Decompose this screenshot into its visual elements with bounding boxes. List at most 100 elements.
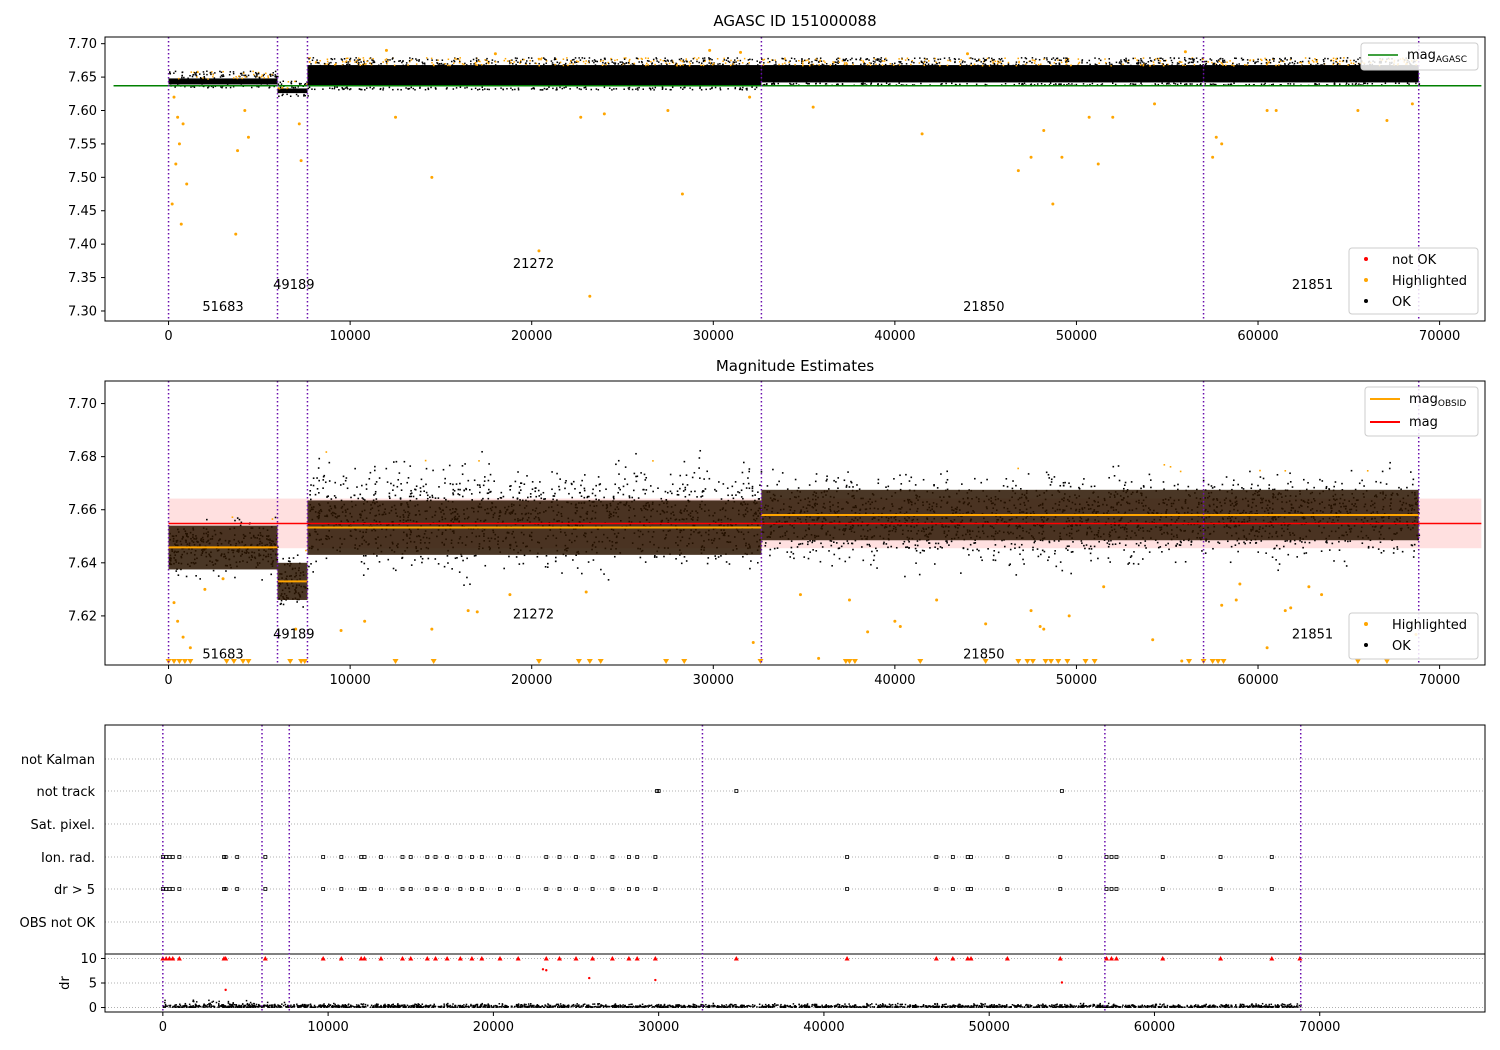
ok-point — [918, 62, 921, 64]
ok-point — [619, 61, 621, 63]
ok-point — [773, 547, 776, 550]
ok-point — [803, 556, 806, 558]
ok-point — [992, 62, 994, 64]
ok-point — [776, 547, 779, 549]
ok-point — [244, 74, 247, 77]
ok-point — [762, 59, 764, 61]
ok-point — [467, 479, 470, 482]
ok-point — [1190, 58, 1192, 60]
ok-point — [954, 58, 957, 61]
ok-point — [875, 64, 877, 67]
ok-point — [261, 74, 264, 76]
ok-point — [296, 554, 299, 556]
ok-point — [238, 75, 240, 77]
ok-point — [1063, 83, 1065, 86]
ok-point — [361, 484, 363, 487]
ok-point — [1033, 84, 1036, 86]
ok-point — [833, 61, 835, 64]
ok-point — [945, 481, 948, 484]
ok-point — [1101, 83, 1104, 85]
ok-point — [741, 62, 744, 64]
ok-point — [316, 61, 319, 64]
ok-point — [232, 71, 235, 73]
ok-point — [1143, 62, 1145, 64]
ok-point — [914, 547, 917, 550]
ok-point — [977, 64, 979, 67]
ok-point — [277, 83, 280, 85]
ok-point — [1033, 59, 1035, 62]
ok-point — [723, 59, 726, 61]
ok-point — [1218, 65, 1220, 67]
ok-point — [292, 86, 295, 89]
ok-point — [711, 63, 714, 66]
ok-point — [645, 64, 647, 67]
ok-point — [1165, 544, 1167, 547]
ok-point — [651, 87, 654, 89]
ok-point — [1144, 540, 1147, 542]
ok-point — [988, 65, 991, 67]
ok-point — [837, 547, 840, 550]
ok-point — [1294, 60, 1296, 63]
ok-point — [1137, 544, 1140, 547]
ok-point — [771, 59, 773, 61]
ok-point — [876, 549, 878, 552]
ok-point — [682, 59, 685, 61]
highlighted-point — [1265, 109, 1269, 113]
ok-point — [1191, 83, 1193, 85]
ok-point — [350, 496, 352, 499]
ok-point — [1002, 60, 1004, 62]
ok-point — [555, 58, 558, 60]
ok-point — [543, 498, 545, 500]
ok-point — [835, 58, 838, 61]
ok-point — [421, 61, 424, 64]
ok-point — [1123, 58, 1126, 61]
ok-point — [748, 468, 751, 470]
ok-point — [335, 63, 337, 65]
ok-point — [1154, 58, 1157, 60]
ok-point — [819, 59, 822, 61]
ok-point — [706, 64, 708, 66]
ok-point — [494, 61, 497, 63]
ok-point — [1046, 57, 1048, 59]
ok-point — [793, 58, 796, 60]
ok-point — [323, 474, 326, 477]
ok-point — [1048, 540, 1051, 543]
ok-point — [534, 62, 537, 65]
ok-point — [473, 555, 476, 557]
ok-point — [660, 63, 663, 65]
ok-point — [738, 88, 741, 91]
ok-point — [1140, 487, 1142, 490]
ok-point — [453, 59, 455, 62]
ok-point — [547, 562, 549, 565]
ok-point — [553, 58, 556, 61]
ok-point — [961, 483, 963, 485]
ok-point — [552, 63, 555, 66]
ok-point — [875, 59, 877, 61]
ok-point — [472, 58, 475, 61]
ok-point — [371, 88, 374, 90]
highlighted-point — [602, 112, 606, 116]
ok-point — [868, 62, 871, 64]
ok-point — [843, 64, 845, 67]
ok-point — [556, 499, 558, 501]
ok-point — [1055, 565, 1058, 568]
ok-point — [748, 61, 750, 64]
ok-point — [409, 493, 412, 495]
ok-point — [509, 62, 511, 64]
ok-point — [861, 546, 863, 548]
ok-point — [838, 61, 840, 64]
ok-point — [1164, 59, 1166, 62]
ok-point — [344, 479, 347, 482]
ok-point — [613, 555, 616, 558]
ok-point — [698, 61, 700, 64]
ok-point — [668, 62, 671, 65]
ok-point — [1308, 61, 1310, 63]
ok-point — [636, 475, 639, 478]
ok-point — [793, 557, 795, 560]
ok-point — [546, 566, 549, 568]
ok-point — [1081, 62, 1083, 64]
ok-point — [648, 87, 651, 89]
ok-point — [503, 567, 505, 570]
ok-point — [640, 472, 642, 474]
ok-point — [523, 58, 525, 61]
